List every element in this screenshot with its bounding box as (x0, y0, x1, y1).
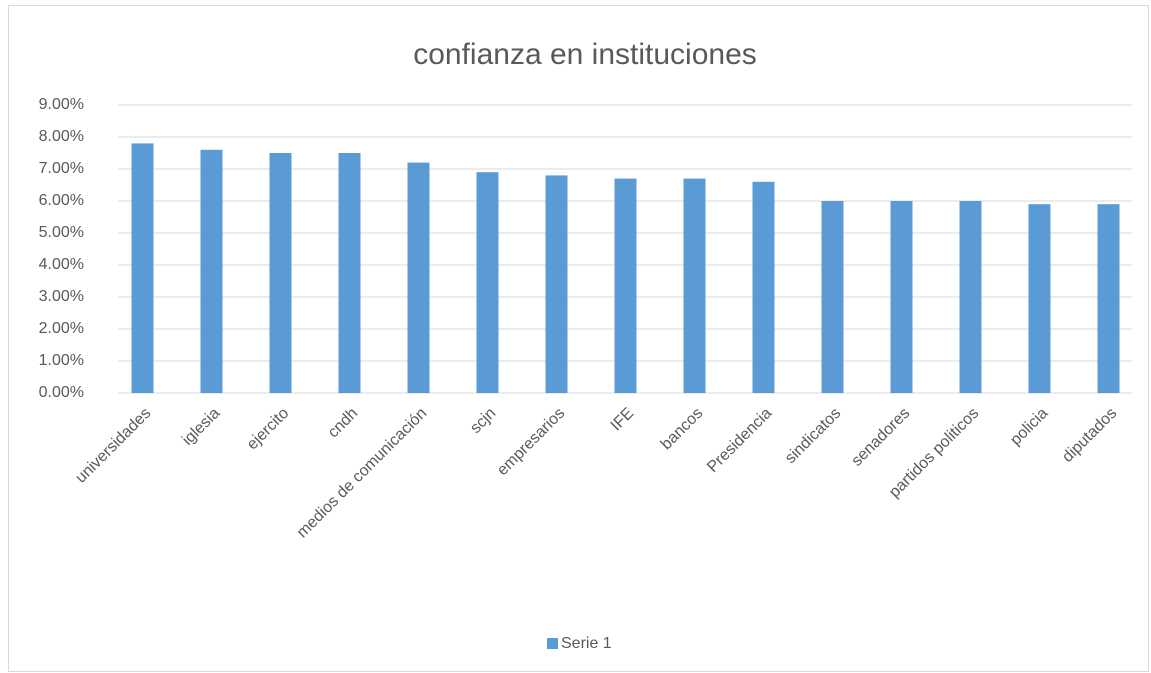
y-tick-label: 1.00% (39, 352, 84, 369)
legend-swatch (547, 638, 558, 649)
chart-title: confianza en instituciones (413, 38, 757, 71)
bar (890, 201, 913, 393)
chart-border (8, 5, 1149, 672)
y-tick-label: 8.00% (39, 128, 84, 145)
bar (752, 181, 775, 393)
bar (683, 178, 706, 393)
bar (1028, 204, 1051, 393)
bar (269, 153, 292, 393)
bar (476, 172, 499, 393)
bar (200, 149, 223, 393)
bar (407, 162, 430, 393)
y-tick-label: 9.00% (39, 96, 84, 113)
y-tick-label: 5.00% (39, 224, 84, 241)
bar (1097, 204, 1120, 393)
y-tick-label: 0.00% (39, 384, 84, 401)
y-tick-label: 3.00% (39, 288, 84, 305)
y-tick-label: 2.00% (39, 320, 84, 337)
bar (821, 201, 844, 393)
y-tick-label: 6.00% (39, 192, 84, 209)
bar (959, 201, 982, 393)
y-tick-label: 7.00% (39, 160, 84, 177)
bar (131, 143, 154, 393)
bar (614, 178, 637, 393)
bar (545, 175, 568, 393)
legend-label: Serie 1 (561, 635, 612, 652)
bar (338, 153, 361, 393)
y-tick-label: 4.00% (39, 256, 84, 273)
